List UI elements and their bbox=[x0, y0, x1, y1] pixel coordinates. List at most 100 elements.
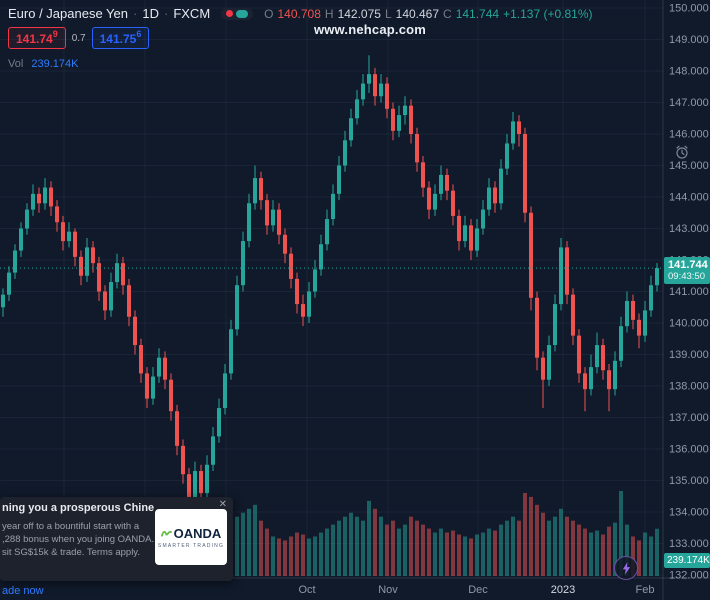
volume-bar bbox=[637, 540, 641, 576]
price-tick-label: 144.000 bbox=[669, 192, 709, 204]
ad-banner: ✕ ning you a prosperous Chinese New year… bbox=[0, 497, 233, 581]
price-tick-label: 134.000 bbox=[669, 507, 709, 519]
candle-body bbox=[481, 209, 485, 229]
volume-bar bbox=[613, 522, 617, 576]
candle-body bbox=[199, 471, 203, 494]
volume-bar bbox=[541, 512, 545, 576]
volume-bar bbox=[361, 520, 365, 576]
volume-bar bbox=[649, 536, 653, 576]
candle-body bbox=[319, 244, 323, 270]
candle-body bbox=[445, 174, 449, 191]
volume-bar bbox=[433, 532, 437, 576]
candle-body bbox=[169, 379, 173, 412]
candle-body bbox=[403, 105, 407, 116]
lightning-trade-button[interactable] bbox=[614, 556, 638, 580]
price-tick-label: 150.000 bbox=[669, 3, 709, 15]
candle-body bbox=[511, 121, 515, 144]
symbol-title[interactable]: Euro / Japanese Yen bbox=[8, 6, 128, 21]
candle-body bbox=[457, 215, 461, 242]
volume-bar bbox=[583, 528, 587, 576]
interval-label[interactable]: 1D bbox=[142, 6, 159, 21]
candle-body bbox=[145, 373, 149, 399]
candle-body bbox=[493, 187, 497, 204]
candle-body bbox=[391, 108, 395, 131]
candle-body bbox=[229, 329, 233, 374]
volume-bar bbox=[559, 508, 563, 576]
candle-body bbox=[571, 294, 575, 336]
volume-bar bbox=[373, 508, 377, 576]
volume-bar bbox=[595, 530, 599, 576]
candle-body bbox=[331, 193, 335, 220]
candle-body bbox=[475, 228, 479, 251]
candle-body bbox=[295, 278, 299, 305]
ad-text: ning you a prosperous Chinese New year o… bbox=[2, 502, 154, 559]
bid-ask-row: 141.749 0.7 141.756 bbox=[8, 27, 593, 49]
volume-bar bbox=[487, 528, 491, 576]
candle-body bbox=[97, 263, 101, 292]
ad-line: year off to a bountiful start with a bbox=[2, 521, 140, 532]
price-tick-label: 147.000 bbox=[669, 97, 709, 109]
candle-body bbox=[253, 178, 257, 204]
volume-bar bbox=[427, 528, 431, 576]
price-tick-label: 148.000 bbox=[669, 66, 709, 78]
volume-bar bbox=[295, 532, 299, 576]
volume-bar bbox=[337, 520, 341, 576]
volume-bar bbox=[325, 528, 329, 576]
candle-body bbox=[613, 360, 617, 390]
volume-bar bbox=[475, 534, 479, 576]
candle-body bbox=[325, 219, 329, 245]
alarm-clock-icon[interactable] bbox=[674, 144, 690, 160]
volume-label[interactable]: Vol bbox=[8, 58, 24, 70]
candle-body bbox=[463, 225, 467, 242]
candle-body bbox=[451, 190, 455, 216]
candle-body bbox=[133, 316, 137, 346]
candle-body bbox=[385, 83, 389, 109]
candle-body bbox=[79, 256, 83, 276]
price-tick-label: 137.000 bbox=[669, 412, 709, 424]
last-price-axis-label[interactable]: 141.744 09:43:50 bbox=[664, 257, 710, 285]
candle-body bbox=[127, 285, 131, 317]
volume-bar bbox=[343, 516, 347, 576]
chart-legend: Euro / Japanese Yen · 1D · FXCM O 140.70… bbox=[8, 6, 593, 70]
candle-body bbox=[541, 357, 545, 380]
candle-body bbox=[163, 357, 167, 380]
candle-body bbox=[289, 253, 293, 279]
oanda-logo[interactable]: OANDA SMARTER TRADING bbox=[155, 509, 227, 565]
volume-bar bbox=[235, 516, 239, 576]
candle-body bbox=[607, 370, 611, 390]
market-status-toggle[interactable] bbox=[221, 7, 254, 20]
high-label: H bbox=[324, 6, 334, 21]
candle-body bbox=[13, 250, 17, 273]
volume-bar bbox=[409, 516, 413, 576]
last-price-value: 141.744 bbox=[668, 259, 708, 272]
volume-bar bbox=[265, 528, 269, 576]
exchange-label[interactable]: FXCM bbox=[173, 6, 211, 21]
candle-body bbox=[139, 345, 143, 374]
volume-bar bbox=[529, 496, 533, 576]
buy-ask-button[interactable]: 141.756 bbox=[91, 27, 150, 49]
candle-body bbox=[625, 300, 629, 327]
volume-bar bbox=[445, 532, 449, 576]
volume-bar bbox=[277, 538, 281, 576]
candle-body bbox=[241, 241, 245, 286]
volume-bar bbox=[625, 524, 629, 576]
ad-line: ,288 bonus when you joing OANDA. bbox=[2, 534, 154, 545]
candle-body bbox=[157, 357, 161, 377]
sell-bid-button[interactable]: 141.749 bbox=[8, 27, 66, 49]
candle-body bbox=[655, 268, 659, 286]
candle-body bbox=[175, 411, 179, 446]
ad-cta-link[interactable]: ade now bbox=[2, 585, 44, 597]
separator-dot: · bbox=[133, 6, 138, 21]
candle-body bbox=[193, 471, 197, 500]
candle-body bbox=[649, 285, 653, 311]
spread-value: 0.7 bbox=[71, 32, 86, 44]
sell-dot-icon bbox=[226, 10, 234, 17]
volume-bar bbox=[307, 538, 311, 576]
ad-title: ning you a prosperous Chinese New bbox=[2, 502, 154, 514]
candle-body bbox=[61, 222, 65, 242]
volume-bar bbox=[421, 524, 425, 576]
candle-body bbox=[349, 118, 353, 141]
volume-bar bbox=[397, 528, 401, 576]
close-icon[interactable]: ✕ bbox=[218, 499, 227, 510]
volume-bar bbox=[283, 540, 287, 576]
